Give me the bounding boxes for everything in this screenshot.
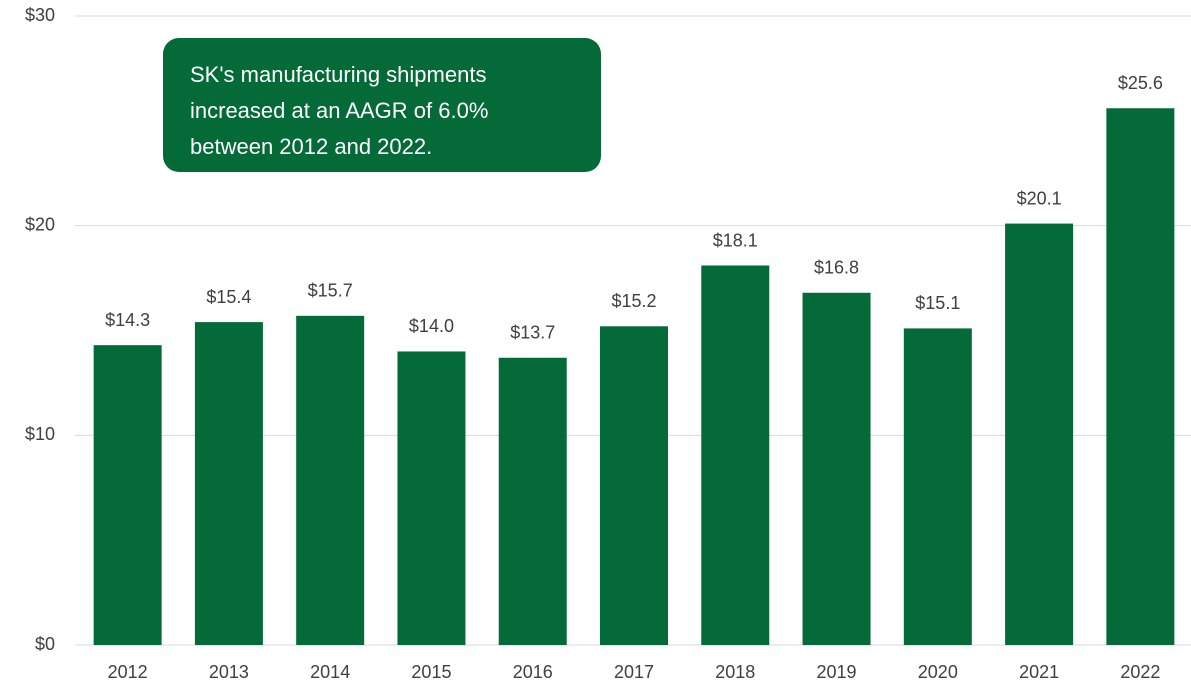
x-tick-label: 2013	[209, 662, 249, 682]
bar	[1005, 223, 1074, 645]
value-label: $16.8	[814, 258, 859, 278]
bar	[498, 357, 567, 645]
x-tick-label: 2016	[513, 662, 553, 682]
bar	[600, 326, 668, 645]
annotation-line: SK's manufacturing shipments	[190, 62, 486, 87]
x-tick-label: 2012	[108, 662, 148, 682]
x-tick-label: 2015	[411, 662, 451, 682]
value-label: $20.1	[1017, 188, 1062, 208]
value-label: $15.1	[915, 293, 960, 313]
bar	[194, 322, 263, 645]
annotation-line: increased at an AAGR of 6.0%	[190, 98, 488, 123]
annotation-box	[163, 38, 601, 172]
y-tick-label: $30	[25, 5, 55, 25]
bar	[296, 315, 365, 645]
x-tick-label: 2014	[310, 662, 350, 682]
x-tick-label: 2021	[1019, 662, 1059, 682]
value-label: $15.7	[308, 281, 353, 301]
bar	[93, 345, 162, 645]
value-label: $14.0	[409, 316, 454, 336]
y-tick-label: $20	[25, 214, 55, 234]
x-tick-label: 2022	[1120, 662, 1160, 682]
y-tick-label: $10	[25, 424, 55, 444]
bar	[701, 265, 770, 645]
x-tick-label: 2019	[817, 662, 857, 682]
bar	[1106, 108, 1175, 645]
x-tick-label: 2018	[715, 662, 755, 682]
value-label: $18.1	[713, 230, 758, 250]
bar	[903, 328, 972, 645]
value-label: $15.4	[206, 287, 251, 307]
bar	[802, 292, 871, 645]
value-label: $13.7	[510, 323, 555, 343]
value-label: $25.6	[1118, 73, 1163, 93]
y-tick-label: $0	[35, 634, 55, 654]
bar	[397, 351, 466, 645]
x-tick-label: 2020	[918, 662, 958, 682]
value-label: $15.2	[611, 291, 656, 311]
x-tick-label: 2017	[614, 662, 654, 682]
value-label: $14.3	[105, 310, 150, 330]
annotation-line: between 2012 and 2022.	[190, 134, 432, 159]
